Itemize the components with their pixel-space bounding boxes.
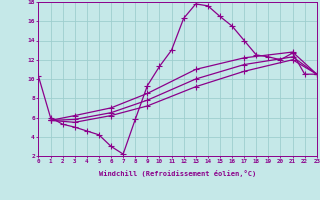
X-axis label: Windchill (Refroidissement éolien,°C): Windchill (Refroidissement éolien,°C) <box>99 170 256 177</box>
